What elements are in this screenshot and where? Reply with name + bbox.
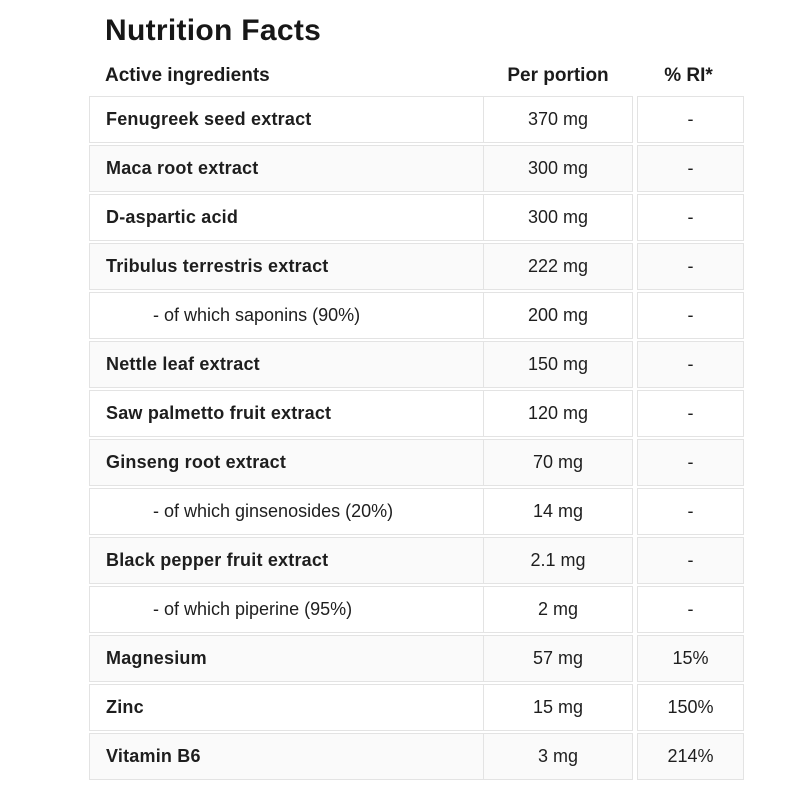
ingredient-name: - of which saponins (90%) xyxy=(89,292,483,339)
ri-value: - xyxy=(637,439,744,486)
table-header-row: Active ingredients Per portion % RI* xyxy=(89,65,744,87)
ingredient-name: Ginseng root extract xyxy=(89,439,483,486)
column-header-ri: % RI* xyxy=(664,65,713,86)
ri-value: 150% xyxy=(637,684,744,731)
table-row: - of which saponins (90%) 200 mg - xyxy=(89,292,744,339)
per-portion-value: 370 mg xyxy=(483,96,633,143)
per-portion-value: 300 mg xyxy=(483,194,633,241)
table-row: Black pepper fruit extract 2.1 mg - xyxy=(89,537,744,584)
per-portion-value: 70 mg xyxy=(483,439,633,486)
table-row: Ginseng root extract 70 mg - xyxy=(89,439,744,486)
ri-value: - xyxy=(637,292,744,339)
ingredient-name: Magnesium xyxy=(89,635,483,682)
ri-value: - xyxy=(637,341,744,388)
table-row: - of which piperine (95%) 2 mg - xyxy=(89,586,744,633)
ri-value: - xyxy=(637,390,744,437)
table-row: Nettle leaf extract 150 mg - xyxy=(89,341,744,388)
nutrition-facts-panel: Nutrition Facts Active ingredients Per p… xyxy=(89,0,744,780)
ingredient-name: D-aspartic acid xyxy=(89,194,483,241)
ingredient-name: - of which piperine (95%) xyxy=(89,586,483,633)
ri-value: 214% xyxy=(637,733,744,780)
per-portion-value: 3 mg xyxy=(483,733,633,780)
ri-value: - xyxy=(637,586,744,633)
table-row: Maca root extract 300 mg - xyxy=(89,145,744,192)
column-header-active-ingredients: Active ingredients xyxy=(105,65,270,86)
ingredient-name: Nettle leaf extract xyxy=(89,341,483,388)
ri-value: - xyxy=(637,537,744,584)
ingredient-name: Black pepper fruit extract xyxy=(89,537,483,584)
table-row: Magnesium 57 mg 15% xyxy=(89,635,744,682)
ingredient-name: Fenugreek seed extract xyxy=(89,96,483,143)
per-portion-value: 57 mg xyxy=(483,635,633,682)
ingredient-name: Vitamin B6 xyxy=(89,733,483,780)
ri-value: - xyxy=(637,488,744,535)
table-row: Fenugreek seed extract 370 mg - xyxy=(89,96,744,143)
ingredient-name: Zinc xyxy=(89,684,483,731)
ri-value: - xyxy=(637,243,744,290)
table-row: D-aspartic acid 300 mg - xyxy=(89,194,744,241)
ingredient-name: Saw palmetto fruit extract xyxy=(89,390,483,437)
ri-value: - xyxy=(637,194,744,241)
per-portion-value: 14 mg xyxy=(483,488,633,535)
table-row: Vitamin B6 3 mg 214% xyxy=(89,733,744,780)
ingredient-name: - of which ginsenosides (20%) xyxy=(89,488,483,535)
per-portion-value: 150 mg xyxy=(483,341,633,388)
table-row: Zinc 15 mg 150% xyxy=(89,684,744,731)
ingredient-name: Maca root extract xyxy=(89,145,483,192)
per-portion-value: 222 mg xyxy=(483,243,633,290)
page-title: Nutrition Facts xyxy=(105,14,322,47)
per-portion-value: 2.1 mg xyxy=(483,537,633,584)
table-row: Tribulus terrestris extract 222 mg - xyxy=(89,243,744,290)
ri-value: 15% xyxy=(637,635,744,682)
ri-value: - xyxy=(637,145,744,192)
per-portion-value: 300 mg xyxy=(483,145,633,192)
column-header-per-portion: Per portion xyxy=(507,65,609,86)
per-portion-value: 200 mg xyxy=(483,292,633,339)
table-row: Saw palmetto fruit extract 120 mg - xyxy=(89,390,744,437)
table-body: Fenugreek seed extract 370 mg - Maca roo… xyxy=(89,96,744,780)
per-portion-value: 15 mg xyxy=(483,684,633,731)
per-portion-value: 2 mg xyxy=(483,586,633,633)
ri-value: - xyxy=(637,96,744,143)
per-portion-value: 120 mg xyxy=(483,390,633,437)
ingredient-name: Tribulus terrestris extract xyxy=(89,243,483,290)
table-row: - of which ginsenosides (20%) 14 mg - xyxy=(89,488,744,535)
